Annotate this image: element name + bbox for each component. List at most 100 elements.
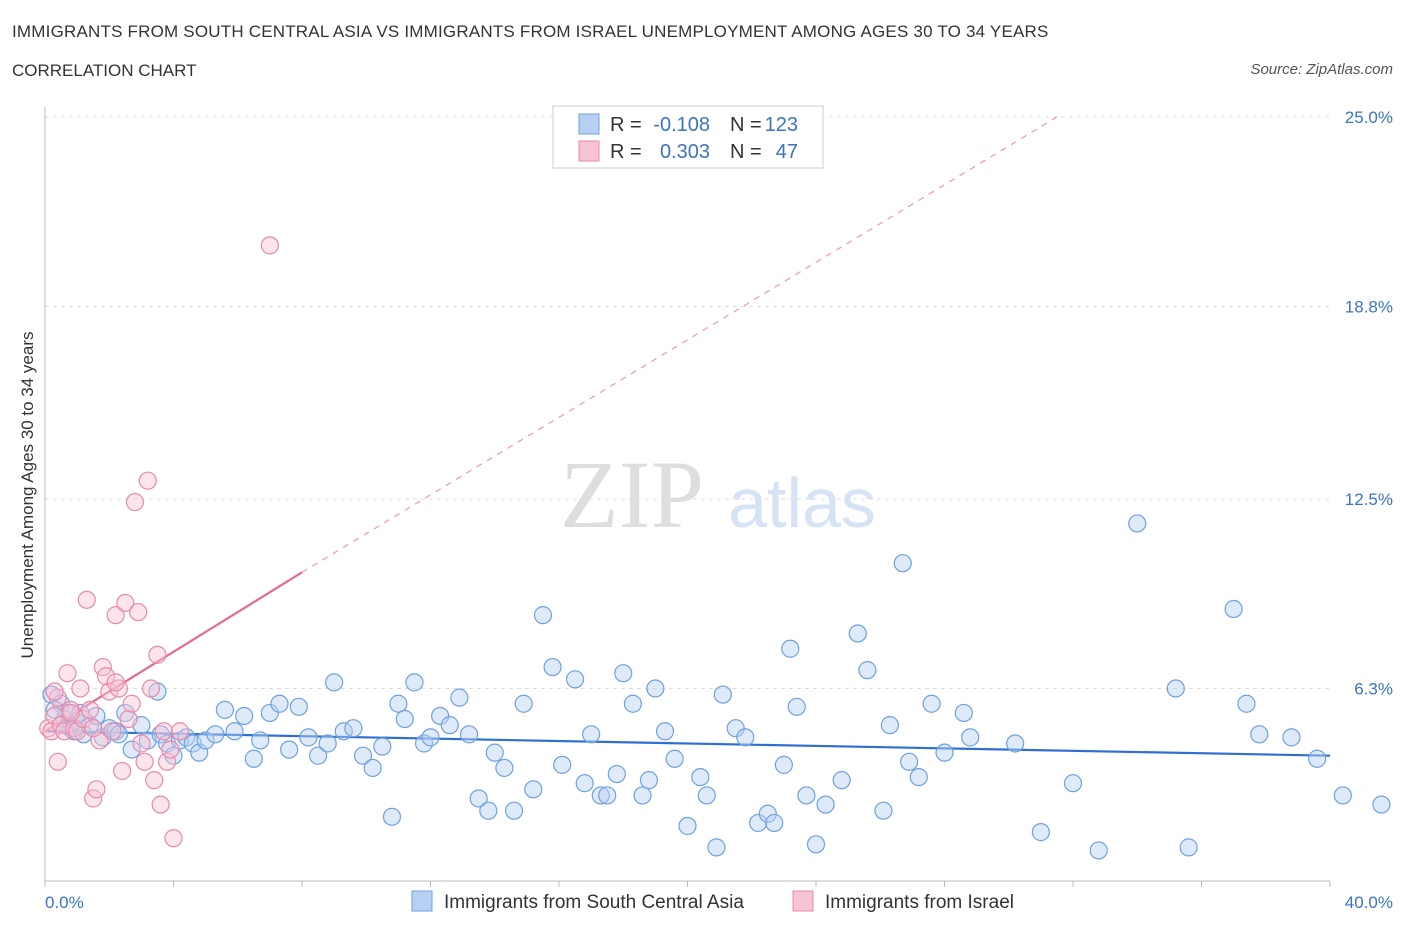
data-point-blue-89 bbox=[781, 639, 800, 658]
data-point-blue-66 bbox=[575, 774, 594, 793]
data-point-blue-118 bbox=[1333, 786, 1352, 805]
data-point-blue-44 bbox=[373, 737, 392, 756]
data-point-pink-15 bbox=[87, 780, 106, 799]
data-point-blue-18 bbox=[151, 725, 170, 744]
data-point-blue-68 bbox=[591, 786, 610, 805]
data-point-blue-75 bbox=[646, 679, 665, 698]
data-point-pink-41 bbox=[48, 752, 67, 771]
data-point-blue-88 bbox=[774, 755, 793, 774]
data-point-blue-65 bbox=[565, 670, 585, 689]
data-point-pink-27 bbox=[125, 492, 145, 512]
data-point-blue-91 bbox=[797, 786, 816, 805]
data-point-blue-110 bbox=[1128, 514, 1147, 533]
data-point-blue-53 bbox=[450, 688, 469, 707]
data-point-blue-108 bbox=[1063, 774, 1083, 793]
data-point-blue-50 bbox=[421, 728, 440, 747]
data-point-pink-36 bbox=[154, 722, 173, 741]
data-point-pink-30 bbox=[135, 752, 154, 771]
trend-line-blue bbox=[44, 730, 1331, 757]
data-point-blue-111 bbox=[1166, 679, 1185, 698]
legend-box: R = -0.108 N = 123 R = 0.303 N = 47 bbox=[552, 105, 824, 169]
data-point-pink-32 bbox=[141, 679, 161, 698]
data-point-blue-81 bbox=[707, 838, 726, 857]
data-point-blue-114 bbox=[1237, 694, 1256, 713]
trend-line-extension-pink bbox=[301, 116, 1058, 573]
data-point-blue-80 bbox=[697, 786, 716, 805]
watermark-atlas: atlas bbox=[728, 464, 876, 542]
data-point-pink-44 bbox=[106, 673, 125, 692]
data-point-pink-45 bbox=[260, 236, 279, 255]
data-point-blue-34 bbox=[280, 740, 299, 759]
bottom-legend-label-blue: Immigrants from South Central Asia bbox=[444, 892, 744, 913]
data-point-blue-82 bbox=[713, 685, 732, 704]
data-point-blue-36 bbox=[299, 728, 318, 747]
data-point-blue-109 bbox=[1089, 841, 1108, 860]
data-point-blue-61 bbox=[524, 780, 543, 799]
data-point-blue-14 bbox=[122, 740, 141, 759]
x-tick-labels: 0.0% 40.0% bbox=[45, 893, 1393, 912]
chart-source: Source: ZipAtlas.com bbox=[1250, 61, 1393, 78]
data-point-pink-46 bbox=[45, 682, 64, 701]
legend-swatch-blue bbox=[578, 113, 600, 135]
data-point-blue-99 bbox=[893, 554, 912, 573]
data-point-blue-93 bbox=[816, 795, 835, 814]
data-point-blue-105 bbox=[961, 728, 980, 747]
data-point-blue-85 bbox=[749, 813, 768, 833]
y-tick-label-1: 12.5% bbox=[1345, 490, 1393, 509]
data-point-blue-84 bbox=[736, 728, 755, 747]
y-tick-label-3: 25.0% bbox=[1345, 108, 1393, 127]
data-point-blue-42 bbox=[353, 746, 373, 765]
data-point-pink-6 bbox=[58, 664, 77, 683]
data-point-blue-71 bbox=[614, 664, 633, 683]
data-point-blue-94 bbox=[832, 771, 851, 790]
data-point-pink-31 bbox=[138, 471, 157, 490]
data-point-blue-117 bbox=[1308, 749, 1327, 768]
data-point-blue-39 bbox=[325, 673, 344, 692]
data-point-blue-25 bbox=[196, 731, 215, 750]
data-point-blue-51 bbox=[431, 706, 450, 726]
data-point-pink-1 bbox=[42, 722, 61, 741]
bottom-legend: Immigrants from South Central Asia Immig… bbox=[411, 890, 1014, 913]
data-point-blue-56 bbox=[479, 801, 498, 820]
data-point-blue-69 bbox=[598, 786, 617, 805]
data-point-blue-60 bbox=[514, 694, 533, 713]
data-point-blue-38 bbox=[318, 734, 337, 753]
data-point-pink-40 bbox=[170, 722, 190, 741]
data-point-blue-104 bbox=[954, 703, 973, 723]
data-point-blue-77 bbox=[665, 749, 684, 768]
data-point-blue-101 bbox=[909, 767, 928, 787]
data-point-blue-106 bbox=[1006, 734, 1025, 753]
legend-n-label-2: N = bbox=[730, 141, 762, 163]
data-point-blue-73 bbox=[633, 786, 652, 805]
legend-n-label-1: N = bbox=[730, 114, 762, 136]
data-point-blue-58 bbox=[495, 758, 514, 778]
bottom-legend-swatch-pink bbox=[792, 890, 814, 912]
data-point-pink-20 bbox=[103, 722, 122, 741]
data-point-blue-59 bbox=[504, 801, 524, 820]
data-point-blue-98 bbox=[880, 716, 899, 735]
bottom-legend-swatch-blue bbox=[411, 890, 433, 912]
data-point-blue-87 bbox=[765, 813, 784, 833]
data-point-blue-32 bbox=[260, 703, 279, 723]
data-point-blue-90 bbox=[787, 697, 806, 716]
data-point-blue-116 bbox=[1282, 728, 1301, 747]
data-point-blue-72 bbox=[623, 694, 642, 713]
data-point-blue-95 bbox=[848, 624, 867, 643]
legend-r-value-1: -0.108 bbox=[653, 114, 710, 136]
data-point-blue-52 bbox=[440, 716, 459, 735]
data-point-blue-83 bbox=[726, 719, 745, 738]
data-point-blue-79 bbox=[691, 767, 710, 787]
data-point-blue-27 bbox=[215, 700, 234, 719]
data-point-blue-30 bbox=[244, 749, 263, 768]
y-tick-label-0: 6.3% bbox=[1354, 679, 1393, 698]
data-point-blue-86 bbox=[758, 804, 777, 823]
legend-swatch-pink bbox=[578, 140, 600, 162]
data-point-pink-33 bbox=[145, 771, 164, 790]
data-point-blue-70 bbox=[607, 764, 626, 784]
data-point-blue-43 bbox=[363, 758, 382, 778]
x-tick-label-min: 0.0% bbox=[45, 893, 84, 912]
data-point-pink-38 bbox=[161, 740, 180, 759]
legend-r-value-2: 0.303 bbox=[660, 141, 710, 163]
data-point-blue-29 bbox=[235, 706, 254, 726]
